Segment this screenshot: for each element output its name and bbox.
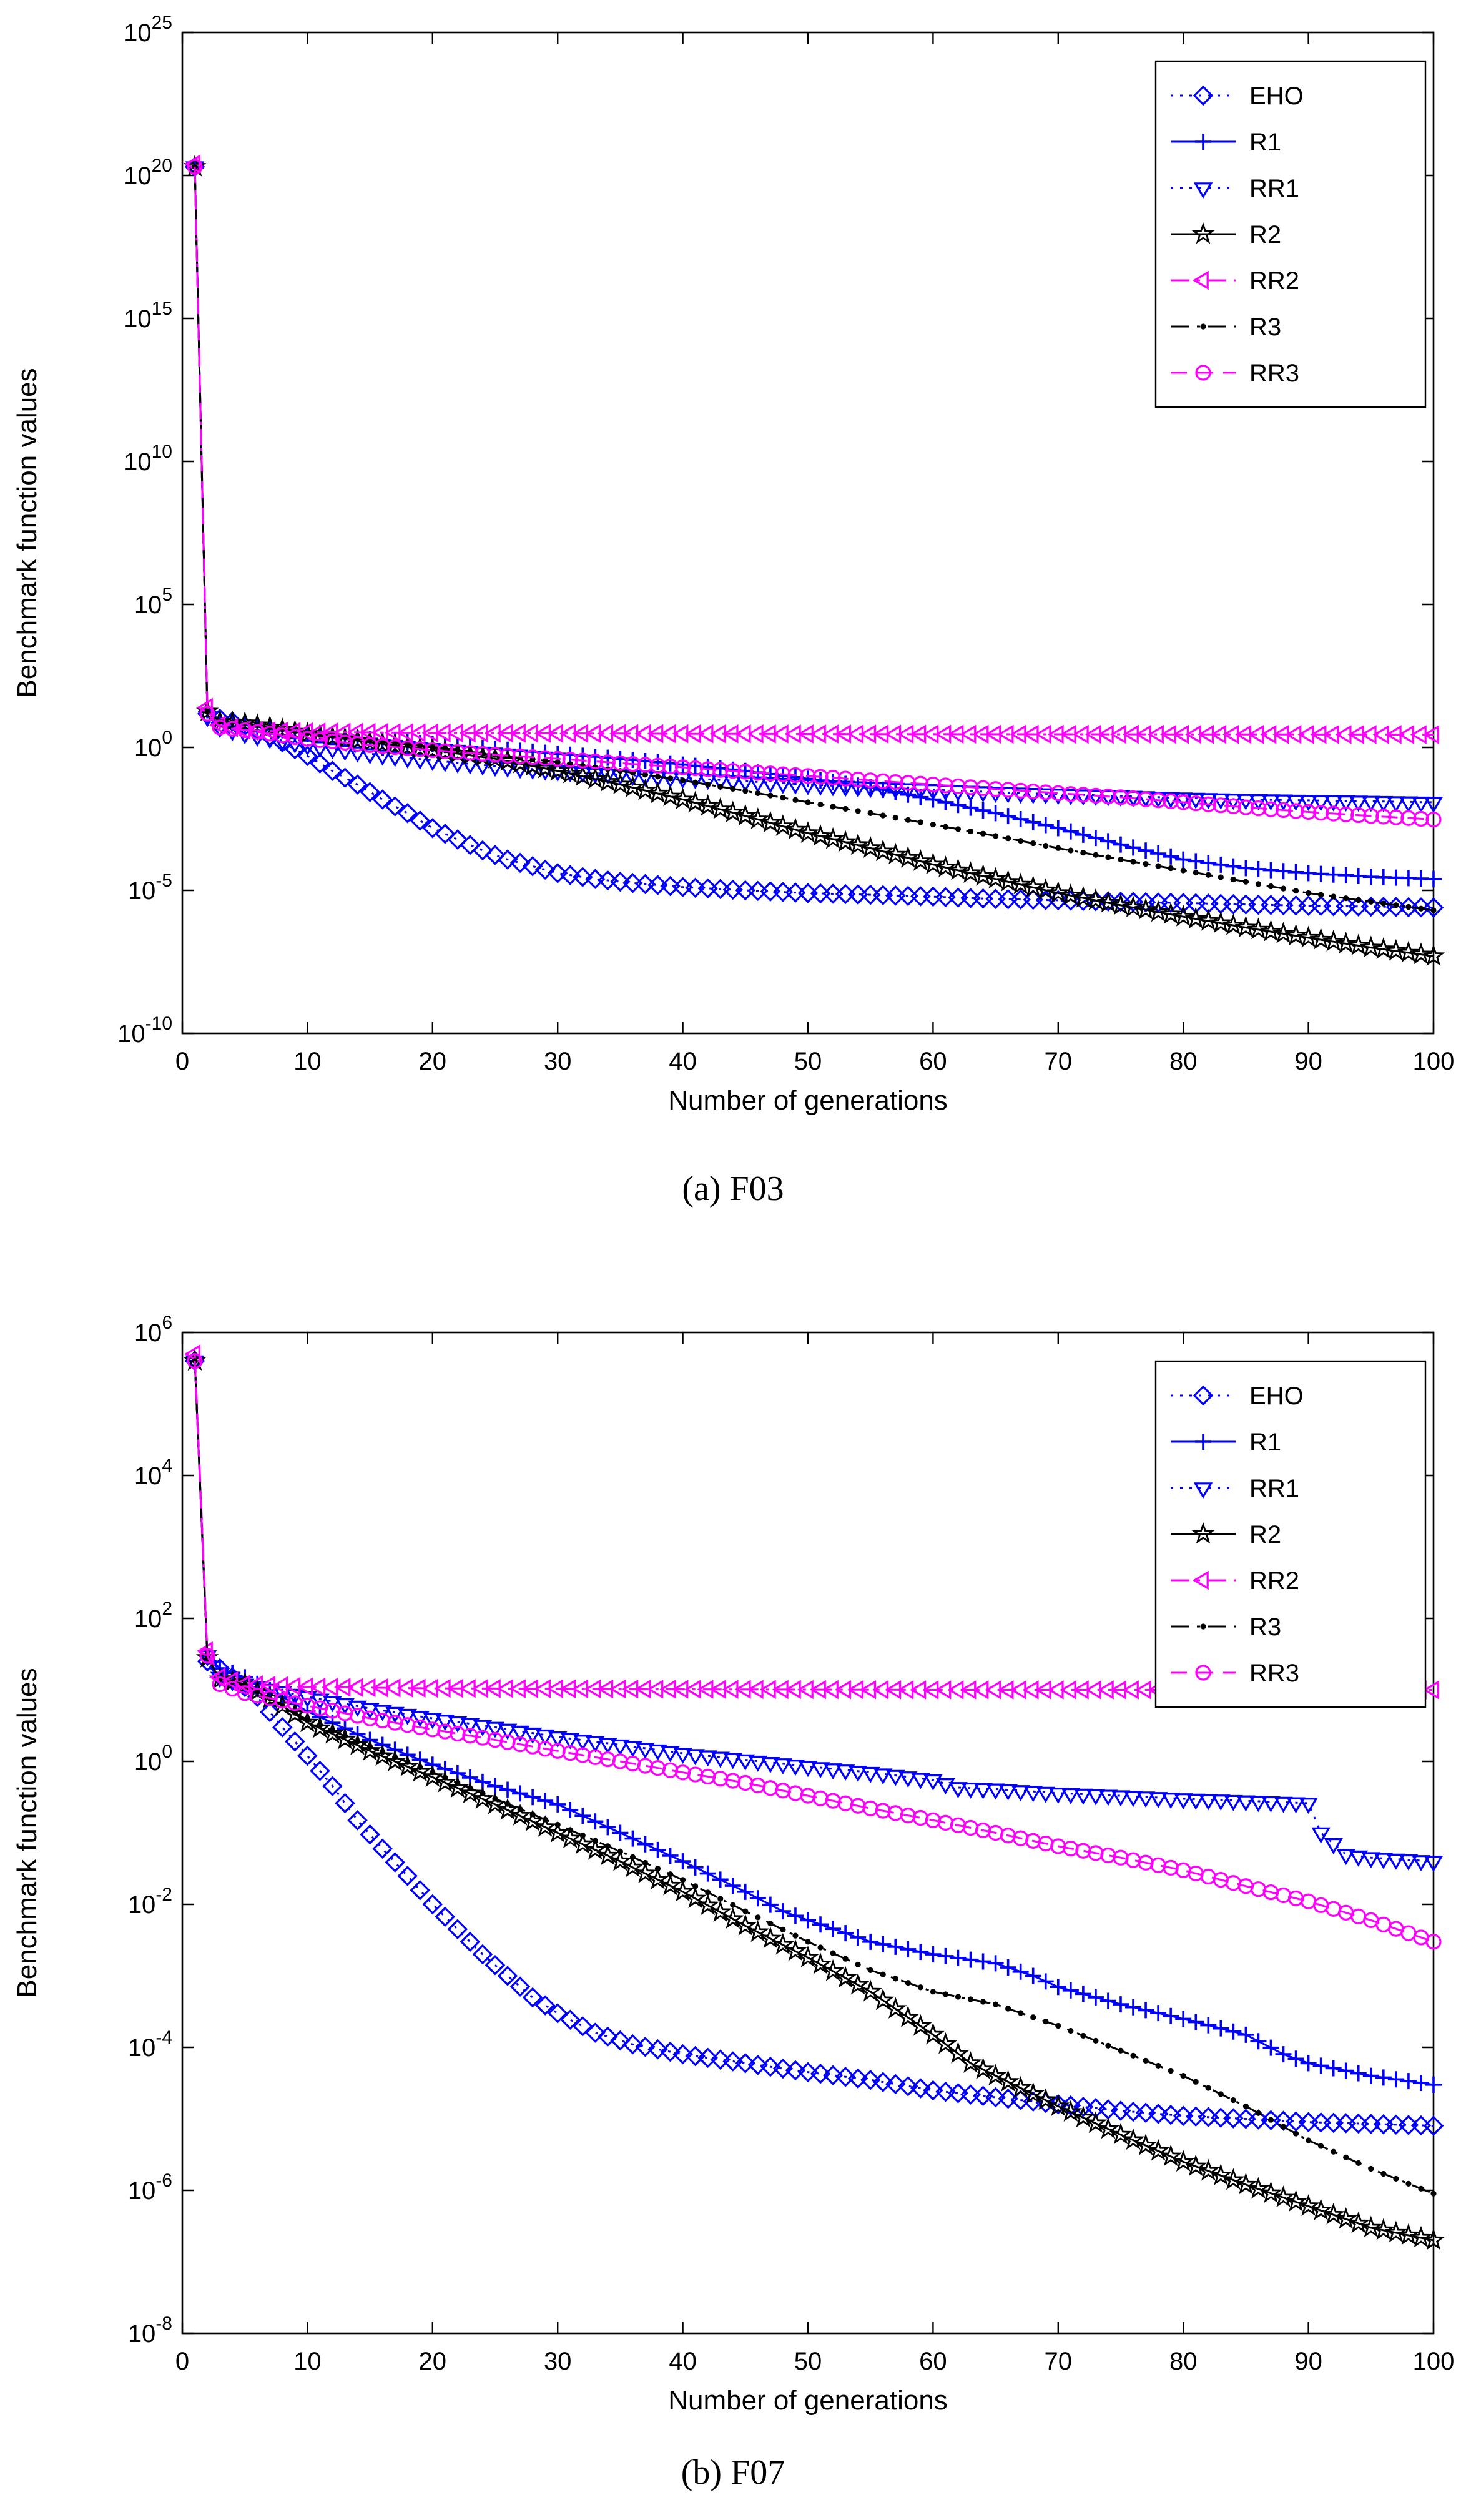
caption-f03: (a) F03 — [682, 1169, 784, 1208]
legend-item-RR1: RR1 — [1171, 175, 1299, 202]
legend-item-RR1: RR1 — [1171, 1475, 1299, 1502]
series-EHO-line — [194, 1361, 1434, 2127]
legend: EHO R1 RR1 R2 RR2 R3 RR3 — [1154, 60, 1427, 408]
chart-f03: 0 10 20 30 40 50 60 70 80 90 10010-1010-5100105101… — [12, 12, 1454, 1116]
y-tick-label: 105 — [134, 584, 172, 619]
legend-item-R1: R1 — [1171, 129, 1281, 156]
legend-label: R3 — [1249, 1613, 1281, 1641]
series-R1-line — [194, 1361, 1434, 2086]
x-tick-label: 80 — [1169, 1048, 1198, 1075]
legend-item-RR2: RR2 — [1171, 1567, 1299, 1595]
legend-label: R2 — [1249, 1521, 1281, 1548]
x-tick-label: 90 — [1294, 1048, 1322, 1075]
y-tick-label: 10-8 — [128, 2313, 172, 2348]
x-tick-label: 60 — [919, 2348, 947, 2375]
legend: EHO R1 RR1 R2 RR2 R3 RR3 — [1154, 1360, 1427, 1708]
legend-label: EHO — [1249, 1382, 1304, 1410]
axes: 0 10 20 30 40 50 60 70 80 90 10010-1010-5100105101… — [12, 12, 1454, 1116]
x-tick-label: 30 — [544, 1048, 572, 1075]
x-tick-label: 90 — [1294, 2348, 1322, 2375]
x-tick-label: 70 — [1045, 2348, 1073, 2375]
y-tick-label: 106 — [134, 1312, 172, 1347]
series-R2-markers — [183, 1349, 1445, 2250]
y-tick-label: 10-4 — [128, 2027, 172, 2062]
legend-item-RR2: RR2 — [1171, 267, 1299, 295]
legend-item-R3: R3 — [1171, 1613, 1281, 1641]
x-axis-label: Number of generations — [668, 2385, 948, 2416]
legend-label: R2 — [1249, 221, 1281, 249]
x-tick-label: 10 — [293, 1048, 322, 1075]
series-RR2-markers — [184, 154, 1439, 744]
x-tick-label: 20 — [419, 1048, 447, 1075]
y-tick-label: 10-5 — [128, 870, 172, 905]
caption-f07: (b) F07 — [681, 2453, 785, 2492]
x-tick-label: 100 — [1413, 1048, 1455, 1075]
x-tick-label: 100 — [1413, 2348, 1455, 2375]
x-tick-label: 40 — [669, 1048, 697, 1075]
series-EHO-markers — [184, 156, 1444, 918]
legend-item-R2: R2 — [1171, 221, 1281, 249]
y-tick-label: 1020 — [124, 155, 172, 190]
legend-item-RR3: RR3 — [1171, 360, 1299, 387]
legend-label: RR3 — [1249, 360, 1299, 387]
series-RR3 — [187, 159, 1442, 828]
y-tick-label: 104 — [134, 1455, 172, 1490]
series-RR2 — [184, 154, 1439, 744]
y-axis-label: Benchmark function values — [12, 1668, 42, 1997]
series-RR3-markers — [187, 1352, 1442, 1950]
legend-label: RR1 — [1249, 1475, 1299, 1502]
y-tick-label: 100 — [134, 727, 172, 762]
legend-label: RR1 — [1249, 175, 1299, 202]
legend-item-R1: R1 — [1171, 1429, 1281, 1456]
legend-label: R1 — [1249, 129, 1281, 156]
series-RR3-markers — [187, 159, 1442, 828]
y-tick-label: 1025 — [124, 12, 172, 47]
x-tick-label: 60 — [919, 1048, 947, 1075]
x-axis-label: Number of generations — [668, 1085, 948, 1116]
y-axis-label: Benchmark function values — [12, 368, 42, 697]
y-tick-label: 102 — [134, 1598, 172, 1633]
x-tick-label: 40 — [669, 2348, 697, 2375]
y-tick-label: 10-6 — [128, 2170, 172, 2205]
legend-label: EHO — [1249, 82, 1304, 110]
x-tick-label: 50 — [794, 1048, 822, 1075]
series-RR2-line — [194, 164, 1434, 736]
y-tick-label: 1015 — [124, 298, 172, 333]
legend-item-RR3: RR3 — [1171, 1660, 1299, 1687]
x-tick-label: 0 — [175, 2348, 189, 2375]
series-EHO-line — [194, 167, 1434, 909]
legend-label: R3 — [1249, 313, 1281, 341]
chart-f07: 0 10 20 30 40 50 60 70 80 90 100 10-8 10-6 10-4 10-2 10… — [12, 1312, 1454, 2416]
x-tick-label: 80 — [1169, 2348, 1198, 2375]
y-tick-label: 10-2 — [128, 1884, 172, 1919]
legend-item-R3: R3 — [1171, 313, 1281, 341]
x-tick-label: 0 — [175, 1048, 189, 1075]
legend-label: R1 — [1249, 1429, 1281, 1456]
x-tick-label: 50 — [794, 2348, 822, 2375]
legend-label: RR3 — [1249, 1660, 1299, 1687]
series-R3 — [192, 1357, 1437, 2197]
y-tick-label: 1010 — [124, 441, 172, 476]
legend-item-EHO: EHO — [1171, 1382, 1304, 1410]
series-EHO — [184, 156, 1444, 918]
x-tick-label: 30 — [544, 2348, 572, 2375]
axes: 0 10 20 30 40 50 60 70 80 90 100 10-8 10-6 10-4 10-2 10… — [12, 1312, 1454, 2416]
legend-item-EHO: EHO — [1171, 82, 1304, 110]
legend-label: RR2 — [1249, 267, 1299, 295]
x-tick-label: 10 — [293, 2348, 322, 2375]
x-tick-label: 70 — [1045, 1048, 1073, 1075]
y-tick-label: 10-10 — [117, 1013, 172, 1048]
legend-item-R2: R2 — [1171, 1521, 1281, 1548]
x-tick-label: 20 — [419, 2348, 447, 2375]
series-R1 — [187, 1352, 1442, 2093]
legend-label: RR2 — [1249, 1567, 1299, 1595]
y-tick-label: 100 — [134, 1741, 172, 1776]
series-R3-line — [194, 1361, 1434, 2195]
series-R3-markers — [192, 1357, 1437, 2197]
series-R1-markers — [187, 1352, 1442, 2093]
series-RR3 — [187, 1352, 1442, 1950]
series-R2 — [183, 1349, 1445, 2250]
